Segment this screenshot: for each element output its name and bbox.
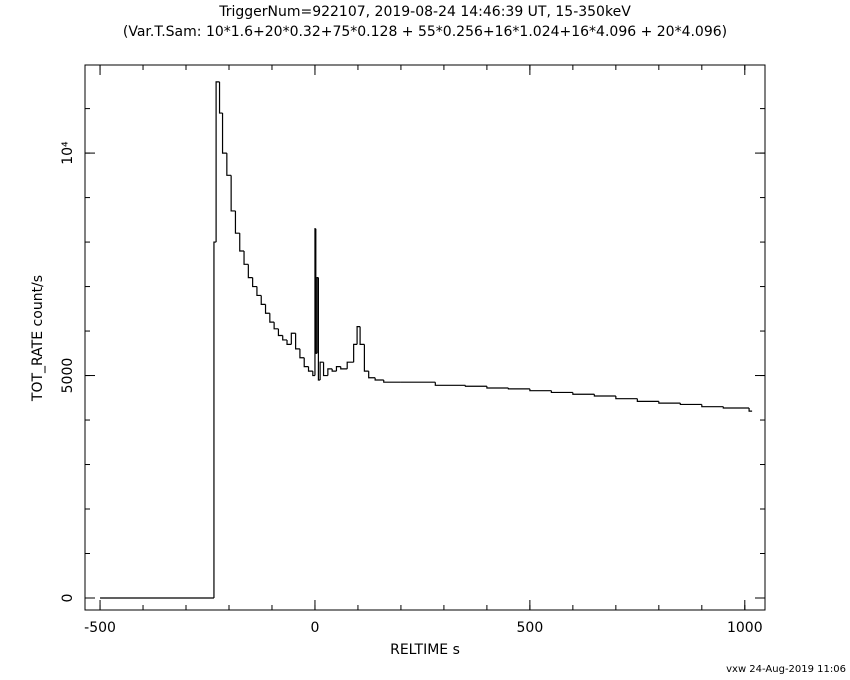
- step-segment: [464, 385, 487, 387]
- step-segment: [286, 339, 292, 345]
- step-segment: [679, 403, 702, 406]
- step-segment: [434, 382, 466, 386]
- step-segment: [215, 81, 220, 243]
- step-segment: [315, 228, 318, 354]
- step-segment: [247, 264, 253, 279]
- step-segment: [282, 335, 288, 341]
- chart-title: TriggerNum=922107, 2019-08-24 14:46:39 U…: [218, 4, 631, 20]
- step-segment: [340, 366, 348, 370]
- y-tick-label: 5000: [60, 358, 76, 394]
- step-segment: [218, 81, 223, 114]
- step-segment: [303, 357, 309, 368]
- step-segment: [295, 333, 300, 350]
- step-segment: [239, 233, 245, 252]
- step-segment: [346, 361, 354, 369]
- x-tick-label: 500: [517, 620, 544, 636]
- step-segment: [316, 277, 319, 354]
- step-segment: [269, 313, 275, 323]
- step-segment: [701, 404, 724, 408]
- y-axis-label: TOT_RATE count/s: [30, 275, 46, 402]
- step-segment: [383, 379, 401, 383]
- step-segment: [317, 277, 321, 381]
- step-segment: [572, 392, 595, 395]
- step-segment: [252, 277, 257, 288]
- plot-frame: [84, 64, 766, 611]
- step-segment: [722, 406, 750, 409]
- step-segment: [322, 362, 328, 377]
- x-tick-label: 0: [311, 620, 320, 636]
- step-segment: [314, 228, 316, 376]
- chart-subtitle: (Var.T.Sam: 10*1.6+20*0.32+75*0.128 + 55…: [123, 24, 727, 40]
- step-segment: [327, 368, 333, 376]
- step-segment: [243, 250, 249, 265]
- step-segment: [636, 398, 659, 402]
- step-segment: [658, 401, 681, 404]
- step-segment: [307, 366, 313, 372]
- step-segment: [230, 175, 236, 212]
- step-segment: [507, 387, 530, 390]
- step-segment: [374, 377, 384, 381]
- step-segment: [363, 344, 369, 372]
- step-segment: [277, 328, 283, 337]
- step-segment: [319, 361, 324, 380]
- step-segment: [260, 295, 266, 305]
- step-segment: [353, 343, 358, 363]
- step-segment: [748, 408, 753, 412]
- step-segment: [226, 153, 232, 176]
- y-tick-label: 10⁴: [60, 141, 76, 165]
- step-segment: [312, 371, 315, 377]
- step-segment: [486, 386, 509, 389]
- step-segment: [615, 396, 638, 400]
- step-segment: [256, 286, 262, 297]
- x-tick-label: -500: [84, 620, 116, 636]
- x-axis-label: RELTIME s: [390, 642, 460, 658]
- step-segment: [356, 326, 361, 345]
- footnote: vxw 24-Aug-2019 11:06: [726, 664, 846, 675]
- step-segment: [335, 366, 341, 372]
- step-segment: [264, 304, 270, 314]
- step-segment: [368, 371, 376, 379]
- step-segment: [529, 388, 552, 392]
- step-segment: [213, 241, 217, 598]
- step-segment: [331, 368, 337, 372]
- step-segment: [299, 348, 305, 359]
- step-segment: [273, 322, 279, 330]
- step-segment: [234, 210, 240, 234]
- step-segment: [290, 332, 296, 345]
- step-segment: [593, 394, 616, 397]
- x-tick-label: 1000: [727, 620, 763, 636]
- step-segment: [221, 113, 227, 154]
- step-segment: [550, 390, 573, 394]
- y-tick-label: 0: [60, 594, 76, 603]
- step-segment: [359, 326, 365, 345]
